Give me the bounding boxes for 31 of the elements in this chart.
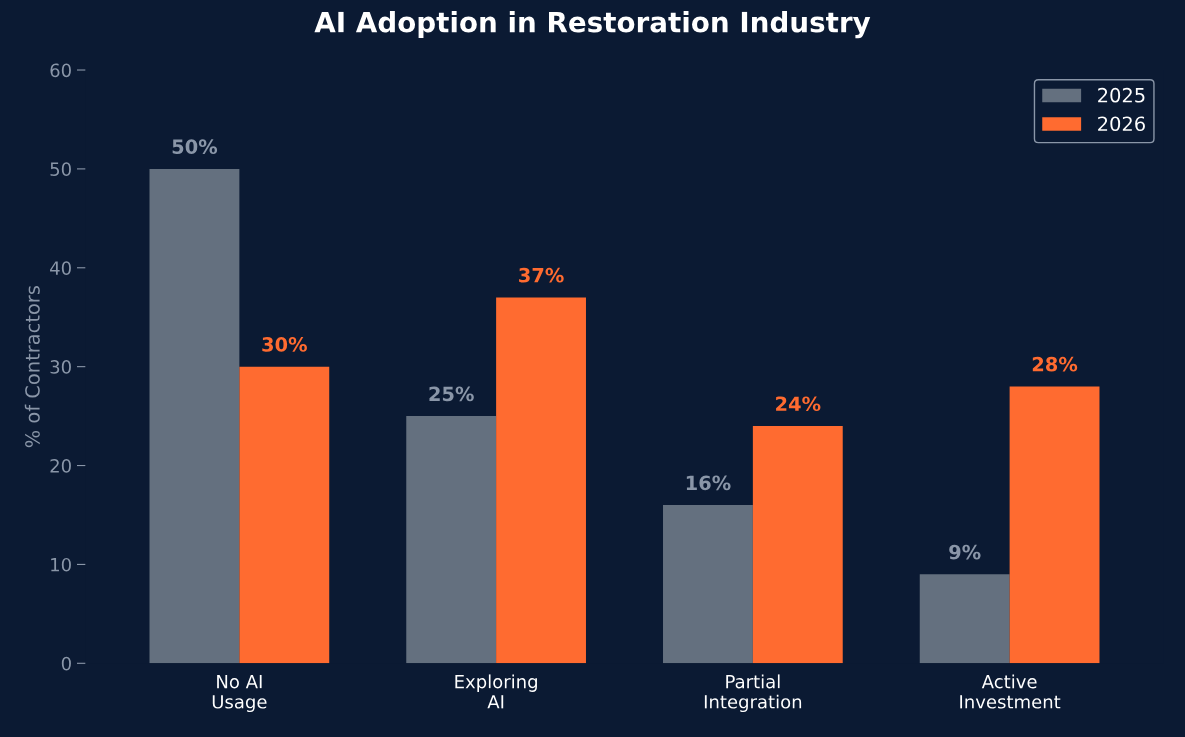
data-label: 30% bbox=[262, 337, 307, 352]
data-label: 24% bbox=[776, 396, 821, 412]
x-tick-label: Partial Integration bbox=[704, 674, 802, 713]
bar bbox=[1009, 386, 1100, 664]
bar bbox=[496, 297, 586, 664]
bar bbox=[406, 416, 497, 664]
legend-label: 2026 bbox=[1098, 116, 1145, 132]
y-tick-label: 10 bbox=[51, 557, 71, 572]
data-label: 37% bbox=[519, 267, 564, 283]
x-tick-label: No AI Usage bbox=[212, 674, 267, 713]
x-tick-label: Exploring AI bbox=[455, 674, 537, 709]
data-label: 9% bbox=[949, 544, 981, 560]
data-label: 50% bbox=[172, 139, 218, 155]
data-label: 16% bbox=[686, 475, 731, 491]
bar bbox=[752, 425, 843, 664]
data-label: 28% bbox=[1032, 356, 1078, 372]
bar bbox=[919, 574, 1010, 664]
y-tick-label: 30 bbox=[50, 360, 71, 374]
y-axis-title: % of Contractors bbox=[24, 285, 40, 448]
y-tick-label: 0 bbox=[61, 656, 71, 671]
chart-title: AI Adoption in Restoration Industry bbox=[314, 11, 871, 39]
x-tick-label: Active Investment bbox=[960, 674, 1061, 709]
bar bbox=[663, 505, 753, 664]
y-tick-label: 50 bbox=[50, 162, 71, 177]
y-tick-label: 60 bbox=[50, 63, 71, 78]
bar bbox=[239, 366, 330, 664]
data-label: 25% bbox=[429, 386, 474, 402]
y-tick-label: 40 bbox=[50, 261, 71, 275]
y-tick-label: 20 bbox=[50, 459, 71, 473]
legend-label: 2025 bbox=[1098, 87, 1145, 103]
bar bbox=[149, 168, 240, 664]
